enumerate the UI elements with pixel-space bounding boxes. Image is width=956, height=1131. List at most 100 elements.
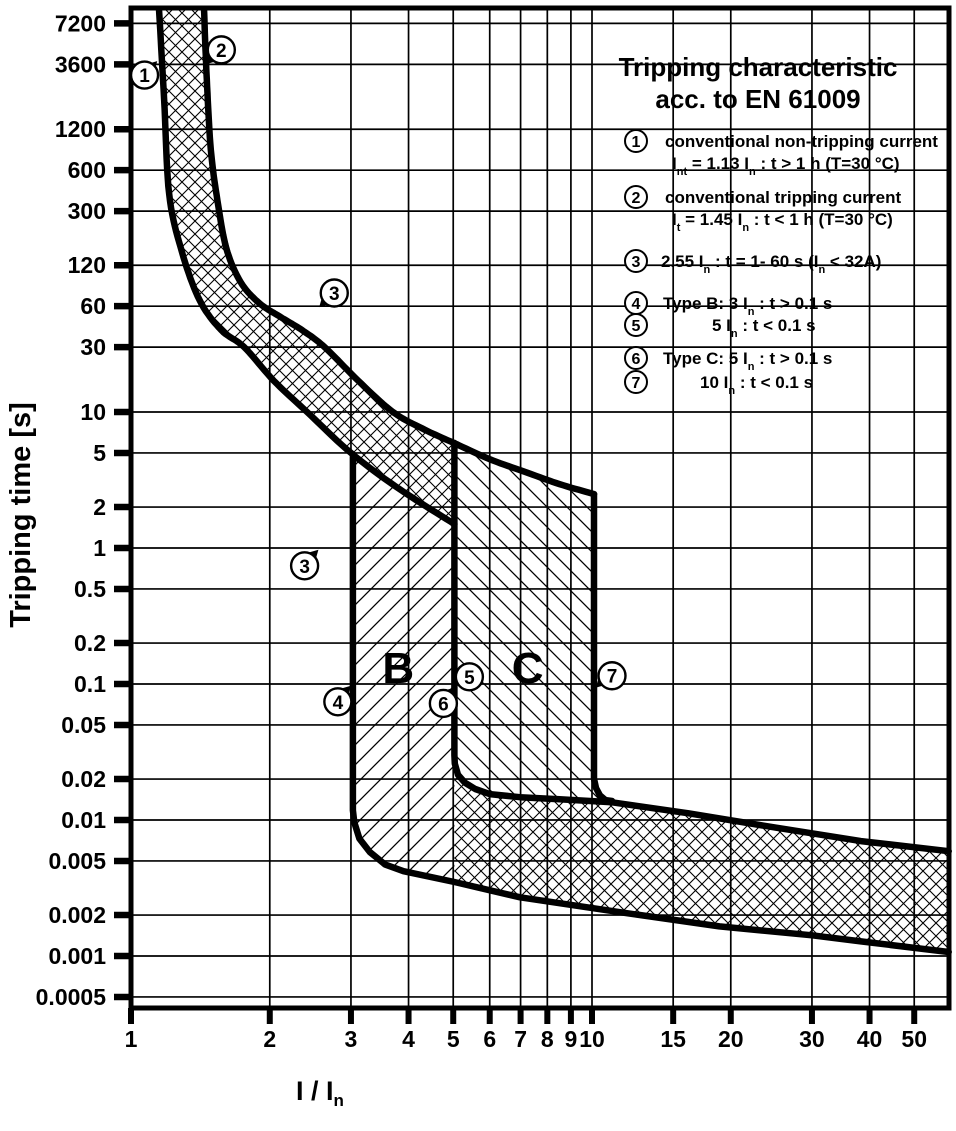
marker-1-0: 1 <box>129 60 160 90</box>
legend-text-line1: conventional non-tripping current <box>665 132 938 151</box>
y-tick-label-1200: 1200 <box>55 116 106 142</box>
marker-circle-6 <box>428 688 459 719</box>
y-tick-label-3600: 3600 <box>55 51 106 77</box>
boundary-curves <box>155 5 952 956</box>
marker-number-3: 3 <box>329 284 340 305</box>
y-tick-label-10: 10 <box>80 399 106 425</box>
axis-tick-labels: 7200360012006003001206030105210.50.20.10… <box>36 10 927 1052</box>
legend-text-line1: 5 In : t < 0.1 s <box>712 316 816 340</box>
y-tick-label-0.02: 0.02 <box>61 766 106 792</box>
x-tick-label-10: 10 <box>579 1026 605 1052</box>
marker-number-7: 7 <box>607 667 618 688</box>
marker-number-2: 2 <box>216 41 227 62</box>
marker-number-3: 3 <box>299 557 310 578</box>
legend-item-2-1: 2 conventional tripping current It = 1.45 … <box>624 185 901 234</box>
axis-titles: Tripping time [s] I / In <box>5 402 344 1110</box>
legend-number-2: 2 <box>632 190 641 207</box>
y-tick-label-60: 60 <box>80 293 106 319</box>
legend-text-line1: conventional tripping current <box>665 188 901 207</box>
x-tick-label-15: 15 <box>660 1026 686 1052</box>
legend: Tripping characteristic acc. to EN 61009… <box>619 52 939 397</box>
legend-number-circle-3 <box>624 249 648 273</box>
legend-text-line1: Type C: 5 In : t > 0.1 s <box>663 349 832 373</box>
y-tick-label-7200: 7200 <box>55 10 106 36</box>
type-c-region <box>454 443 612 803</box>
legend-item-1-0: 1 conventional non-tripping current Int = … <box>624 129 938 178</box>
marker-number-4: 4 <box>333 693 344 714</box>
marker-circle-3 <box>319 278 349 308</box>
plot-area: 7200360012006003001206030105210.50.20.10… <box>36 5 952 1052</box>
marker-circle-4 <box>323 687 353 717</box>
y-tick-label-0.0005: 0.0005 <box>36 984 107 1010</box>
y-tick-label-2: 2 <box>93 494 106 520</box>
y-tick-label-0.005: 0.005 <box>48 848 106 874</box>
y-tick-label-5: 5 <box>93 440 106 466</box>
marker-number-5: 5 <box>464 668 475 689</box>
region-label-c: C <box>512 644 544 693</box>
x-tick-label-9: 9 <box>565 1026 578 1052</box>
y-tick-label-0.002: 0.002 <box>48 902 106 928</box>
x-tick-label-5: 5 <box>447 1026 460 1052</box>
marker-circle-1 <box>129 60 160 90</box>
legend-number-5: 5 <box>632 318 641 335</box>
y-tick-label-30: 30 <box>80 334 106 360</box>
x-tick-label-3: 3 <box>345 1026 358 1052</box>
x-tick-label-1: 1 <box>125 1026 138 1052</box>
legend-text-line2: It = 1.45 In : t < 1 h (T=30 °C) <box>672 210 893 234</box>
x-tick-label-30: 30 <box>799 1026 825 1052</box>
y-tick-label-300: 300 <box>68 198 106 224</box>
y-tick-label-0.1: 0.1 <box>74 671 106 697</box>
hatched-regions <box>159 8 949 952</box>
legend-text-line1: 2.55 In : t = 1- 60 s (In < 32A) <box>661 252 881 276</box>
marker-number-6: 6 <box>438 694 449 715</box>
legend-number-6: 6 <box>632 351 641 368</box>
legend-text-line1: 10 In : t < 0.1 s <box>700 373 813 397</box>
x-tick-label-2: 2 <box>263 1026 276 1052</box>
marker-6-6: 6 <box>428 687 459 719</box>
y-tick-label-0.01: 0.01 <box>61 807 106 833</box>
y-tick-label-0.5: 0.5 <box>74 576 106 602</box>
x-tick-label-20: 20 <box>718 1026 744 1052</box>
legend-number-circle-1 <box>624 129 648 153</box>
y-tick-label-0.2: 0.2 <box>74 630 106 656</box>
legend-number-1: 1 <box>632 134 641 151</box>
x-tick-label-4: 4 <box>402 1026 415 1052</box>
curve-2-tripping-limit <box>200 5 598 498</box>
marker-circle-5 <box>454 662 485 692</box>
type-c-instantaneous-boundary <box>590 490 616 805</box>
x-tick-label-50: 50 <box>901 1026 927 1052</box>
y-tick-label-120: 120 <box>68 252 106 278</box>
legend-number-3: 3 <box>632 254 641 271</box>
thermal-band-region <box>159 8 455 525</box>
curve-number-markers: 1 2 3 3 4 56 7 <box>129 35 627 719</box>
x-tick-label-8: 8 <box>541 1026 554 1052</box>
marker-3-2: 3 <box>319 278 349 308</box>
y-tick-label-0.05: 0.05 <box>61 712 106 738</box>
legend-text-line2: Int = 1.13 In : t > 1 h (T=30 °C) <box>672 154 900 178</box>
legend-number-circle-6 <box>624 346 648 370</box>
marker-4-4: 4 <box>323 685 353 717</box>
legend-number-4: 4 <box>632 296 641 313</box>
marker-circle-3 <box>289 551 320 581</box>
axis-ticks <box>114 20 918 1024</box>
legend-title-line2: acc. to EN 61009 <box>655 84 860 114</box>
marker-7-7: 7 <box>595 661 627 691</box>
legend-number-circle-5 <box>624 313 648 337</box>
marker-number-1: 1 <box>139 66 150 87</box>
type-b-region <box>351 452 455 882</box>
marker-3-3: 3 <box>289 549 320 581</box>
x-axis-title: I / In <box>296 1076 344 1110</box>
legend-number-circle-2 <box>624 185 648 209</box>
y-tick-label-0.001: 0.001 <box>48 943 106 969</box>
legend-text-line1: Type B: 3 In : t > 0.1 s <box>663 294 832 318</box>
legend-items: 1 conventional non-tripping current Int = … <box>624 129 938 397</box>
legend-number-7: 7 <box>632 375 641 392</box>
type-b-upper-instantaneous-boundary <box>451 439 952 855</box>
curve-1-non-tripping-limit <box>155 5 458 528</box>
marker-2-1: 2 <box>205 35 237 65</box>
legend-number-circle-7 <box>624 370 648 394</box>
y-tick-label-600: 600 <box>68 157 106 183</box>
legend-item-3-2: 3 2.55 In : t = 1- 60 s (In < 32A) <box>624 249 881 276</box>
